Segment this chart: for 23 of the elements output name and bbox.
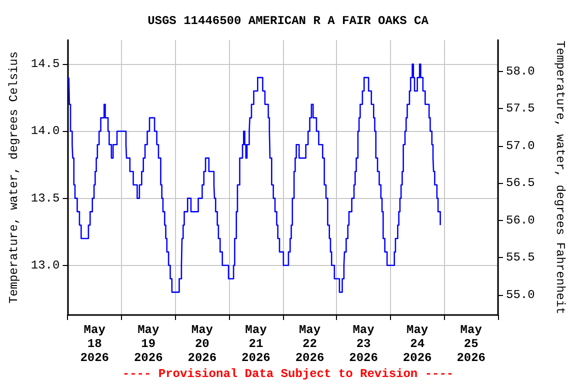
y2-tick-label: 56.5 [506,176,535,190]
x-tick-label: May 22 2026 [295,323,324,365]
y2-tick-label: 58.0 [506,64,535,78]
y2-tick-label: 55.0 [506,288,535,302]
y-tick-label: 14.0 [30,124,60,138]
y2-axis-title: Temperature, water, degrees Fahrenheit [553,40,567,314]
y-tick-label: 14.5 [30,57,60,72]
y2-tick-label: 57.5 [506,102,535,116]
x-tick-label: May 25 2026 [456,323,486,365]
x-tick-label: May 23 2026 [349,323,378,365]
x-tick-label: May 20 2026 [188,323,217,365]
y-axis-title: Temperature, water, degrees Celsius [7,51,21,304]
x-tick-label: May 19 2026 [134,323,163,365]
y-tick-label: 13.5 [30,191,60,206]
y2-tick-label: 56.0 [506,213,535,228]
y-tick-label: 13.0 [30,258,60,272]
chart-title: USGS 11446500 AMERICAN R A FAIR OAKS CA [148,14,430,28]
x-tick-label: May 18 2026 [80,323,110,365]
y2-tick-label: 57.0 [506,138,535,153]
x-tick-label: May 21 2026 [242,323,270,365]
x-tick-label: May 24 2026 [402,323,432,365]
y2-tick-label: 55.5 [506,250,535,265]
text: ---- Provisional Data Subject to Revision ---- [122,367,454,381]
